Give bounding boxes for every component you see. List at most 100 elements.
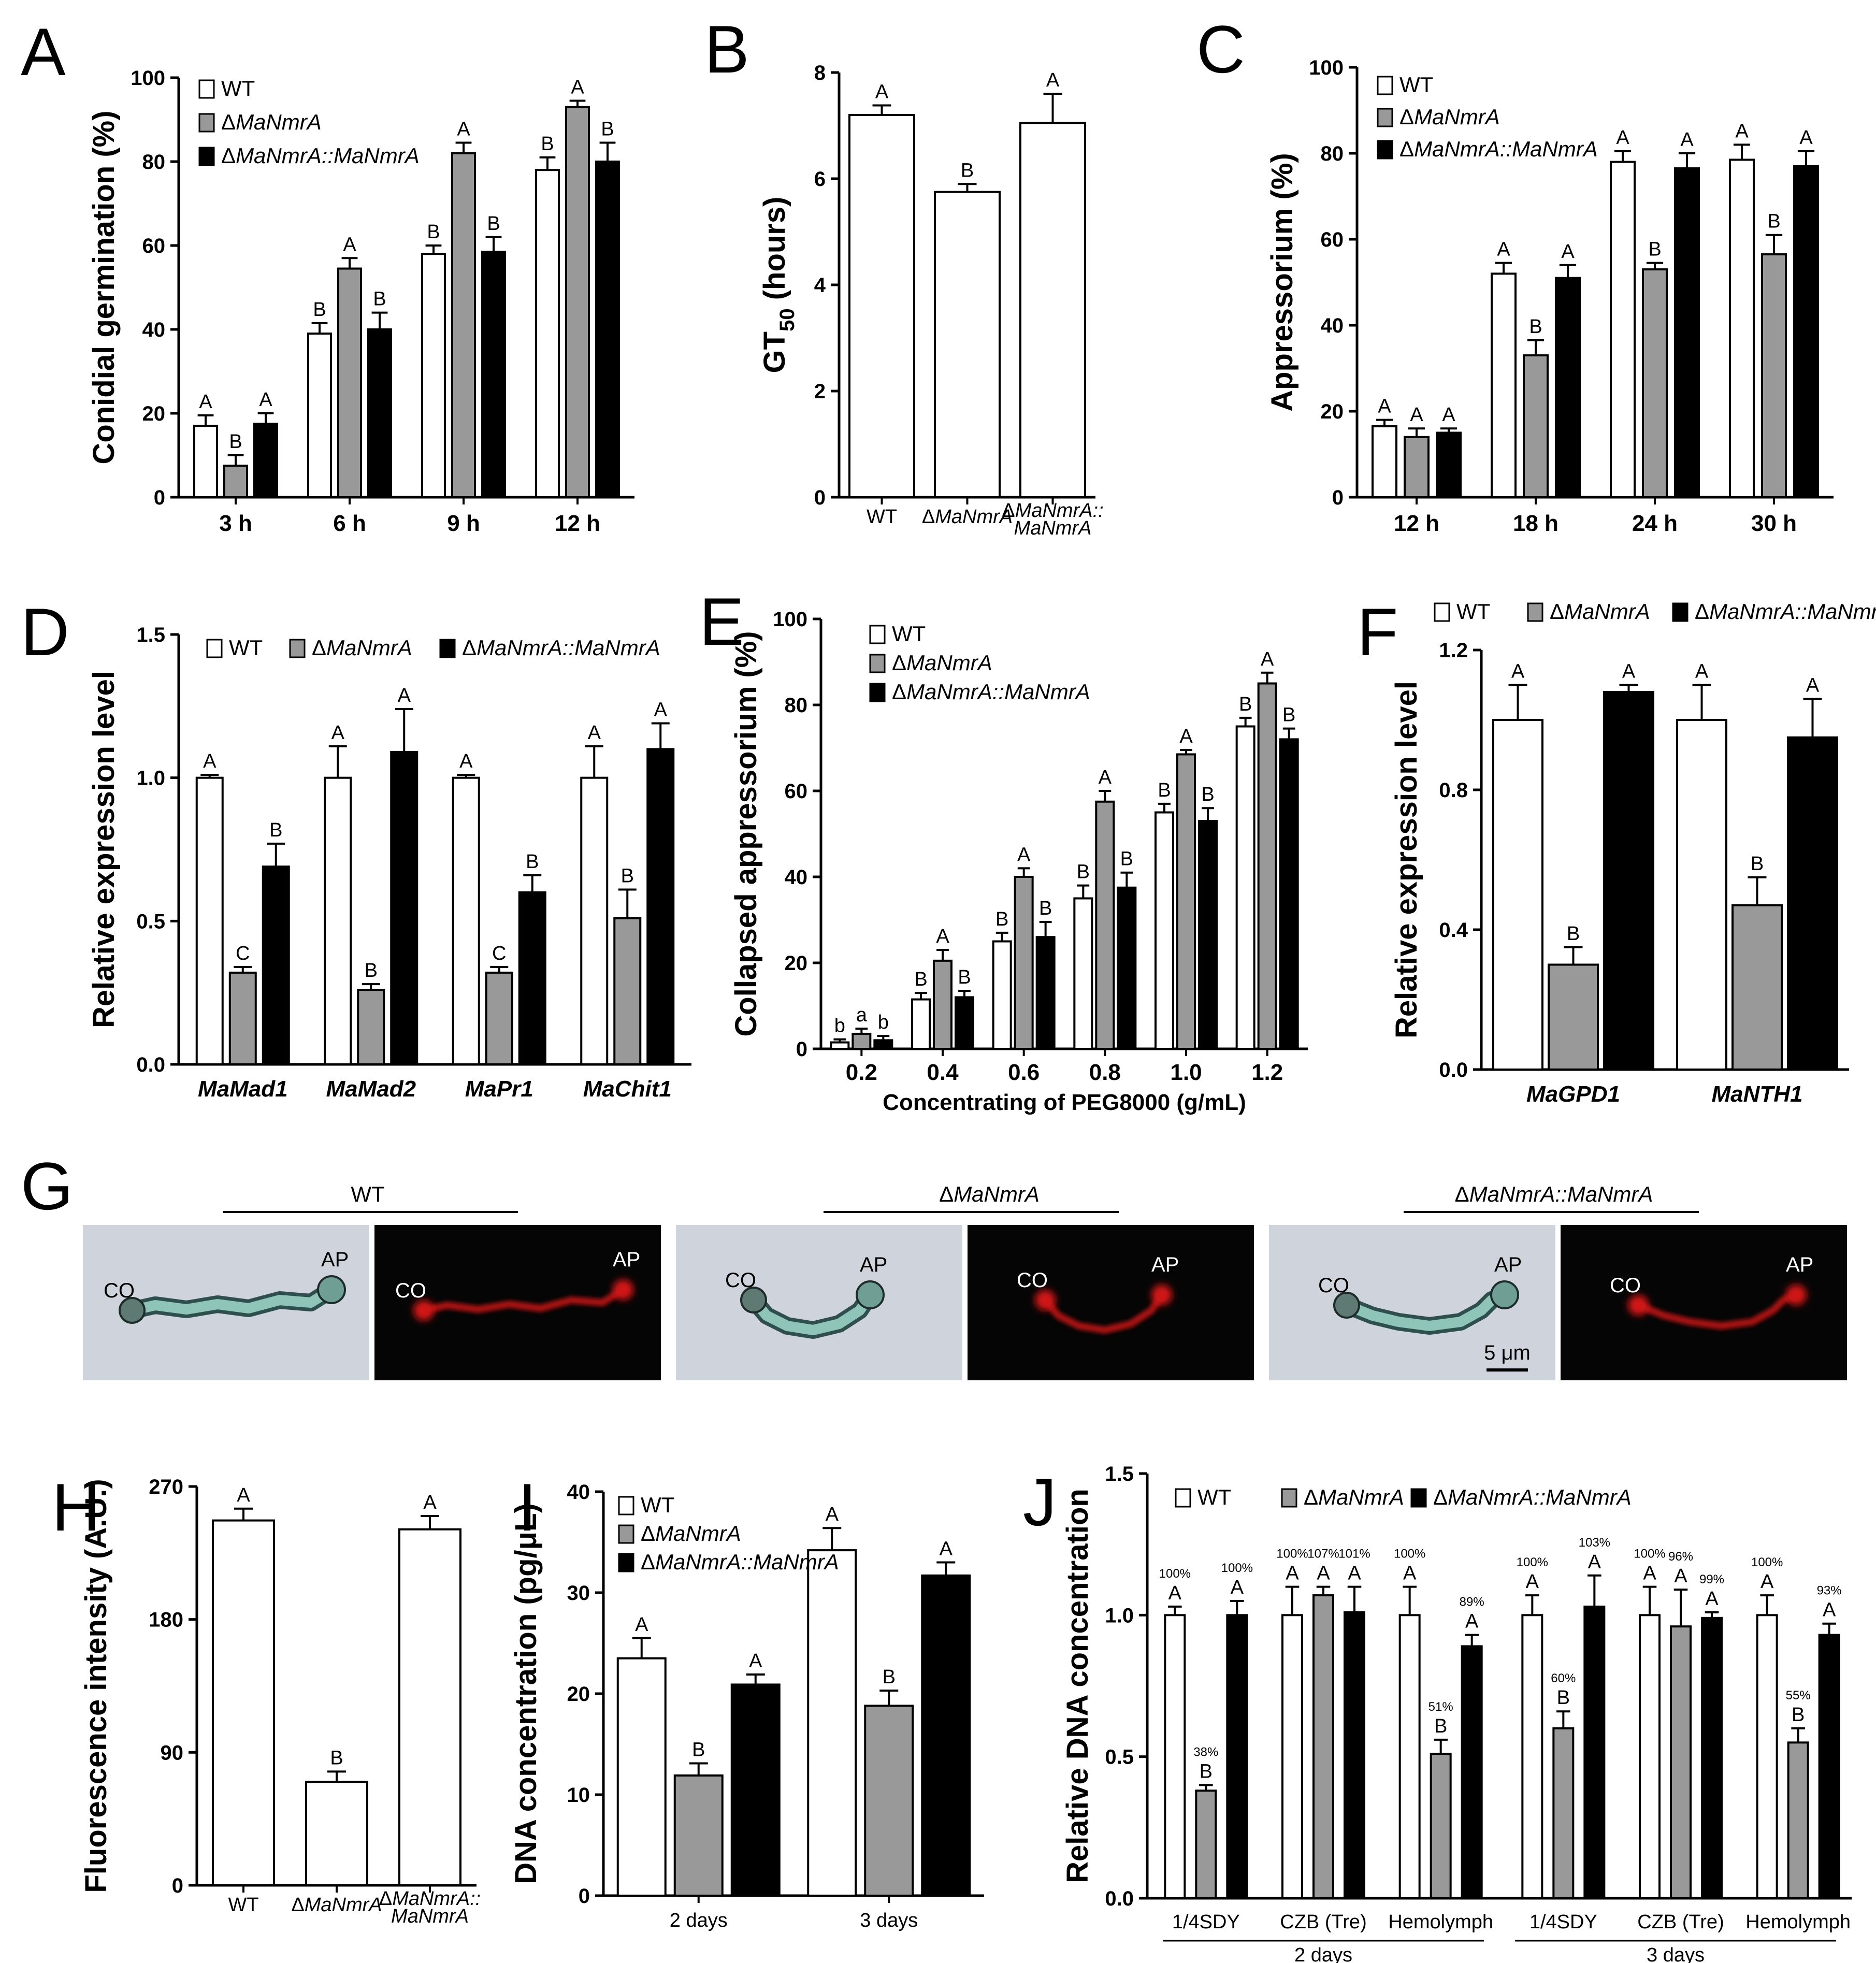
y-tick-label: 0.0 [136,1053,165,1076]
y-tick-label: 20 [785,952,808,975]
significance-letter: B [1039,898,1052,919]
significance-letter: B [961,160,974,181]
significance-letter: b [878,1012,889,1033]
significance-letter: B [313,299,326,321]
x-tick-label: 6 h [333,511,366,536]
y-tick-label: 30 [567,1582,590,1605]
significance-letter: A [826,1504,839,1525]
x-tick-label: Hemolymph [1745,1911,1851,1933]
legend-swatch [198,79,215,99]
significance-letter: A [1179,726,1193,747]
legend-swatch [1377,140,1393,160]
bar [1521,1614,1543,1899]
scale-bar-label: 5 μm [1484,1341,1531,1364]
fluorescence-conidium [1628,1295,1649,1316]
y-tick-label: 100 [1309,56,1344,79]
y-tick-label: 8 [814,62,826,84]
micrograph-group-2: ΔMaNmrA CO AP CO AP [676,1182,1254,1380]
percent-label: 89% [1460,1595,1484,1609]
significance-letter: A [875,81,889,103]
significance-letter: B [1567,923,1580,945]
bar [451,152,476,498]
bar [1552,1727,1575,1899]
bar [1523,354,1549,498]
bar [1430,1753,1452,1899]
significance-letter: A [571,77,584,98]
percent-label: 51% [1428,1700,1453,1714]
significance-letter: B [1077,861,1090,883]
bar [807,1549,857,1897]
bar [852,1032,872,1050]
x-tick-label: WT [867,506,897,528]
legend-swatch [869,683,886,702]
bar [873,1039,893,1050]
significance-letter: C [236,943,250,964]
significance-letter: B [427,221,440,243]
significance-letter: A [1410,404,1423,426]
legend-swatch [439,639,456,658]
bar [357,989,385,1065]
y-axis-title: GT50 (hours) [758,197,799,373]
y-tick-label: 90 [161,1741,184,1764]
label-co: CO [104,1279,135,1302]
y-axis-title: Relative expression level [87,671,121,1028]
significance-letter: B [1434,1715,1447,1737]
label-ap: AP [1494,1253,1522,1276]
bar [1312,1594,1334,1899]
y-axis-title: Relative DNA concentration [1061,1489,1094,1883]
significance-letter: A [1231,1577,1244,1598]
percent-label: 55% [1786,1688,1811,1702]
y-tick-label: 0 [172,1874,183,1897]
significance-letter: A [331,722,345,744]
significance-letter: A [1378,396,1391,417]
x-tick-label: ΔMaNmrA:: [1002,500,1103,522]
bar [1642,268,1668,498]
significance-letter: A [203,750,217,772]
significance-letter: A [1526,1571,1539,1593]
significance-letter: A [940,1538,953,1560]
significance-letter: A [343,234,356,255]
fluorescence-signal [1042,1291,1165,1334]
legend-swatch [1377,108,1393,127]
percent-label: 100% [1517,1555,1548,1569]
legend-label: ΔMaNmrA::MaNmrA [1433,1485,1632,1509]
legend-label: ΔMaNmrA::MaNmrA [462,636,660,660]
x-tick-label: CZB (Tre) [1637,1911,1724,1933]
significance-letter: A [1017,844,1031,865]
bar [1095,800,1115,1050]
hypha-body [1341,1290,1510,1331]
x-tick-label: MaNTH1 [1711,1081,1802,1107]
significance-letter: A [1695,661,1709,683]
y-tick-label: 40 [142,319,166,341]
x-tick-label: 0.4 [927,1060,959,1085]
legend-swatch [1175,1488,1191,1508]
legend-label: WT [641,1493,674,1517]
x-tick-label: 1/4SDY [1172,1911,1240,1933]
x-tick-label: 0.2 [846,1060,877,1085]
bar [1729,158,1755,498]
x-tick-label: MaGPD1 [1526,1081,1620,1107]
significance-letter: B [1201,784,1214,805]
x-tick-label: 24 h [1632,511,1678,536]
x-tick-label: 1/4SDY [1529,1911,1597,1933]
chart-panel-i: 0 10 20 30 40 DNA concentration (pg/μL)I A B A 2 … [509,1469,984,1931]
bar [262,865,290,1065]
bar [421,253,446,498]
y-tick-label: 0 [814,486,826,509]
x-tick-label: 1.0 [1170,1060,1202,1085]
percent-label: 103% [1579,1536,1610,1550]
y-tick-label: 0.5 [1105,1746,1134,1769]
panel-letter-c: C [1196,11,1245,87]
y-tick-label: 20 [1321,400,1344,423]
fluorescence-appressorium [1786,1284,1807,1305]
bar [253,423,278,498]
significance-letter: A [1674,1565,1687,1587]
bar [1226,1614,1248,1899]
bar [390,750,419,1066]
significance-letter: A [1735,120,1749,142]
significance-letter: A [588,722,601,744]
x-tick-label: MaMad1 [198,1076,288,1102]
legend-swatch [206,639,223,658]
